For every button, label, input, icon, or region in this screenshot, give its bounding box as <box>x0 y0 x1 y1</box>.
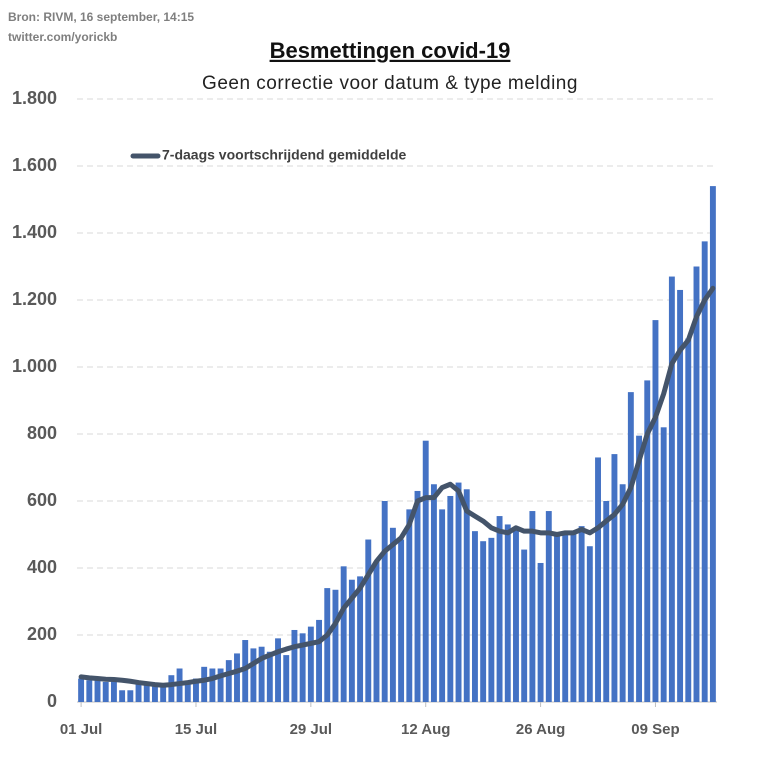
bar <box>586 546 593 702</box>
bar <box>291 629 298 702</box>
bar <box>619 484 626 702</box>
bar <box>422 440 429 702</box>
y-tick-label: 800 <box>27 423 57 443</box>
bar <box>562 532 569 702</box>
y-tick-label: 1.000 <box>12 356 57 376</box>
bar <box>414 490 421 702</box>
bar <box>307 626 314 702</box>
bar <box>463 489 470 702</box>
bar <box>447 495 454 702</box>
y-tick-label: 1.800 <box>12 88 57 108</box>
bar <box>127 690 134 702</box>
bar <box>677 289 684 702</box>
bar <box>102 681 109 702</box>
bar <box>554 534 560 702</box>
bar <box>332 589 339 702</box>
bar <box>143 685 150 702</box>
bar <box>570 532 577 702</box>
bar <box>398 539 405 702</box>
x-tick-label: 15 Jul <box>175 721 218 738</box>
y-tick-label: 600 <box>27 490 57 510</box>
y-tick-label: 1.600 <box>12 155 57 175</box>
bar <box>266 651 273 702</box>
bar <box>701 241 708 702</box>
x-tick-label: 12 Aug <box>401 721 450 738</box>
bar <box>496 516 503 702</box>
bar <box>578 526 585 702</box>
bar <box>151 685 158 702</box>
bar <box>644 380 651 702</box>
bar <box>545 511 552 702</box>
bar <box>78 678 85 702</box>
x-tick-label: 26 Aug <box>516 721 565 738</box>
y-tick-label: 1.400 <box>12 222 57 242</box>
bar <box>603 501 610 702</box>
bar <box>373 561 380 702</box>
bar <box>537 562 544 702</box>
bar <box>389 527 396 702</box>
bar <box>193 678 199 702</box>
bar <box>299 633 306 702</box>
bar <box>488 537 495 702</box>
bar <box>521 549 528 702</box>
x-tick-label: 09 Sep <box>631 721 679 738</box>
bar <box>258 646 265 702</box>
bar <box>627 392 634 702</box>
bar <box>209 668 216 702</box>
bar <box>110 680 117 702</box>
bar <box>660 427 667 702</box>
bar <box>668 276 675 702</box>
bar <box>439 509 446 702</box>
legend-label: 7-daags voortschrijdend gemiddelde <box>162 147 406 163</box>
bar <box>275 638 281 702</box>
bar <box>513 527 519 702</box>
bar <box>471 531 478 702</box>
bar <box>504 524 511 702</box>
bar <box>357 576 364 702</box>
bar <box>217 668 224 702</box>
bar <box>250 648 257 702</box>
line <box>78 285 716 688</box>
bar <box>365 539 372 702</box>
bar <box>316 619 323 702</box>
bar <box>381 501 388 702</box>
bar <box>160 683 167 702</box>
bar <box>348 579 355 702</box>
x-tick-label: 01 Jul <box>60 721 103 738</box>
source: Bron: RIVM, 16 september, 14:15 <box>8 10 194 24</box>
bar <box>184 681 191 702</box>
bar <box>86 680 93 702</box>
credit: twitter.com/yorickb <box>8 30 117 44</box>
bar <box>693 266 700 702</box>
bar <box>595 457 601 702</box>
bar <box>324 588 331 702</box>
bar <box>636 435 643 702</box>
bar <box>340 566 347 702</box>
bar <box>406 509 413 702</box>
x-tick-label: 29 Jul <box>290 721 333 738</box>
bar <box>94 680 101 702</box>
bar <box>135 683 142 702</box>
bar <box>234 653 240 702</box>
chart-subtitle: Geen correctie voor datum & type melding <box>202 73 578 94</box>
y-tick-label: 0 <box>47 691 57 711</box>
bar <box>529 511 536 702</box>
bar <box>201 666 208 702</box>
bar <box>652 320 659 702</box>
bar <box>225 660 232 702</box>
bar <box>119 690 126 702</box>
y-tick-label: 400 <box>27 557 57 577</box>
bar <box>168 675 175 702</box>
y-tick-label: 1.200 <box>12 289 57 309</box>
bar <box>430 484 437 702</box>
bar <box>611 454 618 702</box>
chart-title: Besmettingen covid-19 <box>270 38 511 63</box>
y-tick-label: 200 <box>27 624 57 644</box>
bar <box>283 655 290 702</box>
bar <box>455 482 462 702</box>
bar <box>685 338 692 702</box>
bar <box>709 186 716 703</box>
bar <box>480 541 487 702</box>
